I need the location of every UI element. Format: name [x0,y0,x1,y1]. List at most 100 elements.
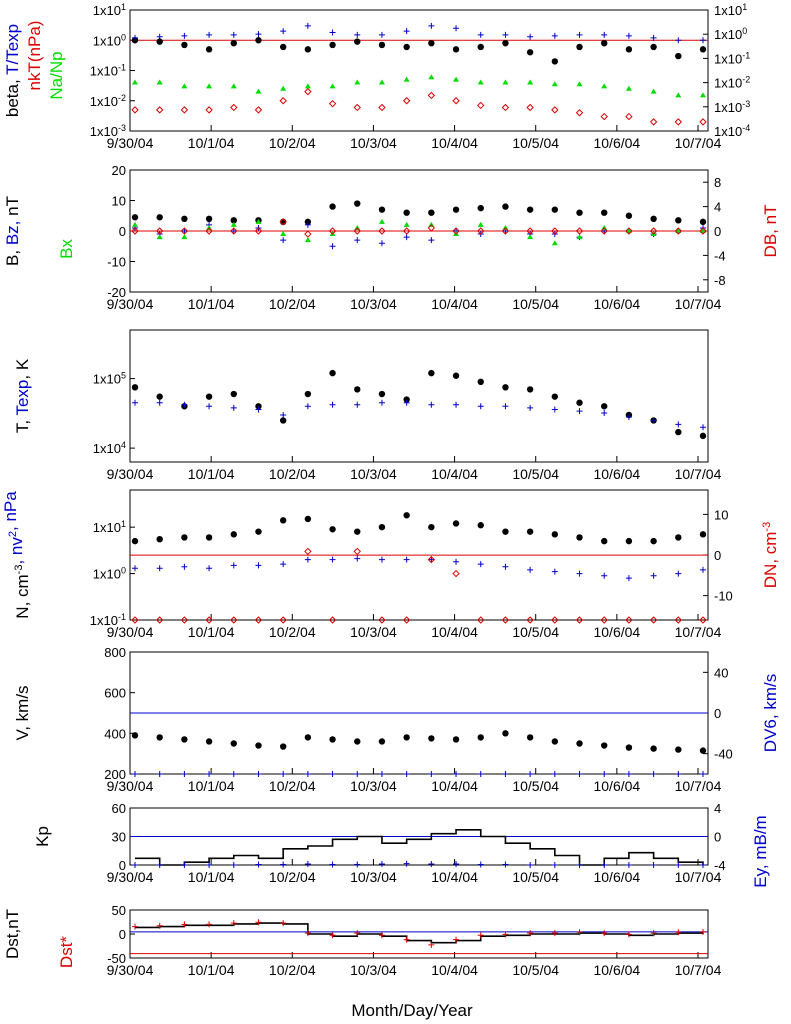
panel-density-series-2-point [600,616,608,624]
panel-temp-series-0-point [675,428,682,436]
panel-beta-series-3-point [477,79,484,85]
panel-beta-series-2-point [674,118,683,126]
panel-beta-series-3-point [576,81,583,87]
panel-density-series-0-point [329,526,336,533]
panel-beta-series-2-point [427,91,436,100]
panel-mag-series-1-point [378,240,385,247]
panel-velocity-series-1-point [280,771,287,777]
panel-velocity-series-1-point [576,771,583,777]
panel-beta-ytick-label: 1x10-3 [90,123,126,139]
panel-temp-date-label: 10/1/04 [188,466,235,482]
panel-beta-series-1-point [576,31,583,38]
panel-beta-series-3-point [551,81,558,87]
panel-dst-series-1-point [132,923,138,930]
panel-mag-series-2-point [625,228,632,233]
panel-temp-date-label: 10/7/04 [675,466,722,482]
panel-mag-series-0-point [230,217,237,224]
panel-kp-series-1-point [625,862,632,868]
panel-mag-series-3-point [427,224,436,232]
panel-velocity-y2tick-label: 40 [714,665,728,680]
panel-velocity-ytick-label: 400 [104,726,126,741]
panel-beta-series-2-point [600,112,608,121]
panel-dst-series-1-point [329,932,336,939]
panel-kp-ylabel: Kp [33,826,52,847]
panel-velocity-date-label: 10/1/04 [188,778,235,794]
panel-beta-y2tick-label: 1x100 [714,26,747,42]
panel-temp-series-0-point [601,403,608,410]
panel-mag-series-3-point [279,218,287,226]
panel-density-series-0-point [255,528,262,535]
panel-beta-series-1-point [280,28,287,35]
panel-velocity-series-1-point [502,771,509,777]
panel-mag-series-3-point [625,227,633,235]
panel-temp-series-0-point [502,384,509,391]
panel-beta-series-3-point [428,74,435,80]
panel-beta-series-0-point [526,49,534,56]
panel-beta-series-0-point [428,39,435,47]
panel-temp-series-0-point [576,399,583,406]
panel-density-series-0-point [131,537,139,545]
panel-beta-series-1-point [304,22,311,29]
panel-beta-date-label: 10/5/04 [512,135,559,151]
panel-mag-ylabel-3: Bx [57,239,76,259]
panel-density-y2tick-label: 10 [714,507,728,522]
panel-density-series-2-point [452,569,460,578]
panel-beta-series-0-point [551,58,559,65]
panel-velocity-date-label: 9/30/04 [107,778,154,794]
panel-mag-series-0-point [452,206,460,213]
panel-density-series-2-point [575,616,584,624]
panel-velocity-date-label: 10/4/04 [431,778,478,794]
panel-mag-series-2-point [156,234,163,240]
panel-beta-series-0-point [354,38,361,45]
panel-temp-series-1-point [700,424,706,431]
panel-dst-ylabel-3: Dst* [57,936,76,969]
panel-velocity-series-1-point [403,771,410,777]
panel-density-series-0-point [403,512,410,519]
panel-mag-series-3-point [501,227,510,235]
panel-beta-series-3-point [650,88,657,94]
panel-density-series-1-point [453,558,460,565]
panel-density-series-0-point [675,534,682,541]
panel-velocity-series-1-point [650,771,657,777]
panel-beta-series-1-point [650,34,657,41]
panel-dst-series-1-point [403,936,410,943]
panel-velocity-date-label: 10/3/04 [350,778,397,794]
panel-beta-series-2-point [551,106,559,114]
panel-velocity-y2tick-label: 0 [714,706,721,721]
panel-kp-series-1-point [601,862,608,868]
panel-temp-series-0-point [403,396,410,403]
panel-beta-series-3-point [304,83,311,89]
panel-beta-series-3-point [329,83,336,89]
panel-beta-series-3-point [378,79,385,85]
panel-density-date-label: 10/6/04 [593,624,640,640]
panel-beta-series-0-point [452,46,460,53]
panel-kp-series-0-line [135,829,704,866]
panel-temp-series-1-point [576,408,583,415]
panel-beta-series-1-point [675,37,682,44]
panel-temp-series-1-point [453,401,460,408]
panel-density-series-0-point [576,534,583,541]
panel-density-series-2-point [155,616,164,624]
panel-velocity-series-0-point [329,736,336,743]
panel-beta-series-0-point [304,46,312,53]
panel-temp-series-1-point [230,404,237,411]
panel-density-series-0-point [304,515,312,523]
panel-density-series-1-point [378,556,385,563]
panel-density-series-0-point [428,523,435,531]
panel-mag-series-2-point [378,218,385,224]
panel-kp-y2tick-label: -4 [714,858,726,873]
panel-beta-series-2-point [205,106,213,114]
panel-density-series-2-point [378,616,386,624]
panel-kp-date-label: 10/6/04 [593,869,640,885]
panel-mag-date-label: 10/5/04 [512,296,559,312]
panel-kp-date-label: 10/4/04 [431,869,478,885]
panel-beta-date-label: 10/4/04 [431,135,478,151]
panel-mag-series-3-point [477,227,485,235]
panel-kp-series-1-point [700,862,706,868]
panel-density-series-1-point [354,555,361,562]
panel-mag-date-label: 10/2/04 [269,296,316,312]
panel-beta-series-3-point [403,76,410,82]
panel-beta-series-0-point [625,46,633,53]
panel-temp-series-1-point [378,399,385,406]
panel-dst-series-1-point [255,919,262,926]
